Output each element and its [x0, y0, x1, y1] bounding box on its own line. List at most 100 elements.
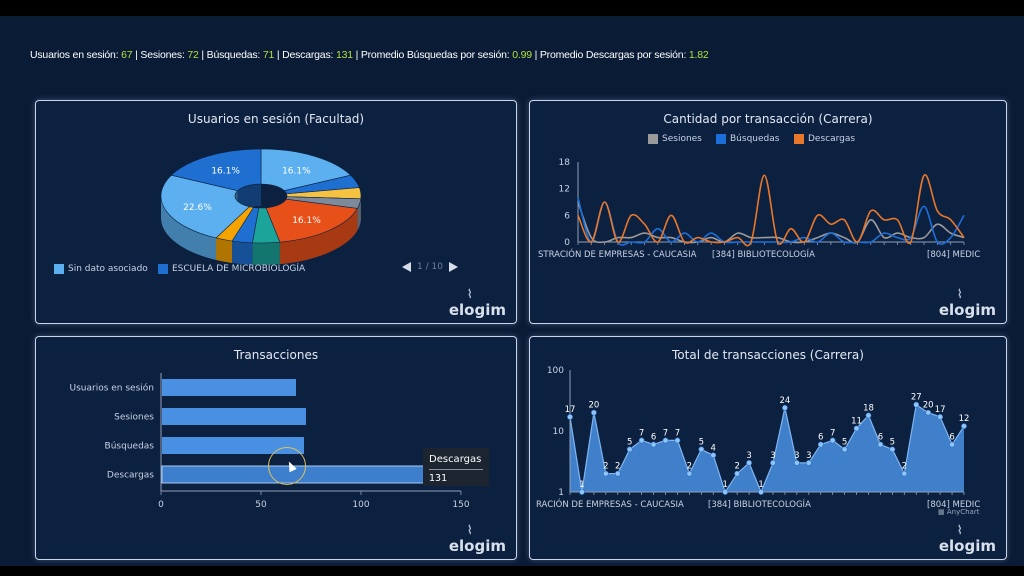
anychart-credit[interactable]: ▦ AnyChart [938, 508, 979, 516]
y-tick-label: 12 [559, 185, 570, 195]
pie-pager: 1 / 10 [402, 262, 458, 272]
elogim-logo: ⌇ elogim [448, 287, 506, 319]
bar-category-label: Descargas [107, 471, 154, 481]
elogim-logo: ⌇ elogim [939, 287, 996, 319]
legend-label: ESCUELA DE MICROBIOLOGÍA [172, 264, 306, 274]
triangle-right-icon[interactable] [448, 262, 458, 272]
line-series [577, 174, 965, 247]
logo-text: elogim [448, 537, 506, 555]
area-data-label: 20 [923, 401, 934, 411]
pie-slice-side [232, 240, 253, 265]
legend-swatch [794, 134, 804, 144]
area-point [698, 446, 705, 453]
prom-busquedas-value: 0.99 [512, 49, 532, 61]
area-data-label: 17 [565, 405, 576, 415]
pie-legend-item-2[interactable]: ESCUELA DE MICROBIOLOGÍA [158, 264, 305, 274]
pager-label: 1 / 10 [417, 262, 443, 272]
descargas-value: 131 [335, 49, 353, 61]
elogim-logo: ⌇ elogim [448, 523, 506, 555]
x-tick-label: 150 [452, 500, 469, 510]
area-point [614, 470, 621, 477]
area-data-label: 6 [818, 433, 823, 443]
prom-descargas-value: 1.82 [688, 49, 709, 61]
bar-tooltip: Descargas 131 [423, 448, 489, 486]
area-data-label: 6 [651, 433, 656, 443]
pie-legend-item-1[interactable]: Sin dato asociado [54, 264, 148, 274]
area-data-label: 3 [794, 451, 799, 461]
area-point [674, 437, 681, 444]
area-data-label: 12 [959, 414, 970, 424]
line-panel: Cantidad por transacción (Carrera) Sesio… [529, 100, 1007, 324]
pie-slice-side [216, 237, 233, 263]
tooltip-label: Descargas [429, 454, 482, 465]
tooltip-value: 131 [429, 473, 448, 484]
x-axis-label: [384] BIBLIOTECOLOGÍA [708, 498, 811, 510]
area-point [734, 470, 741, 477]
line-chart[interactable]: 0 6 12 18 STRACIÓN DE EMPRESAS - CAUCASIA [38… [530, 101, 1006, 323]
busquedas-label: Búsquedas: [206, 49, 261, 61]
area-point [937, 414, 944, 420]
area-point [638, 437, 645, 444]
summary-stats: Usuarios en sesión: 67 | Sesiones: 72 | … [30, 49, 709, 61]
bar-category-label: Sesiones [114, 413, 154, 423]
area-point [710, 452, 717, 459]
usuarios-value: 67 [121, 49, 133, 61]
area-data-label: 24 [779, 396, 790, 406]
area-point [793, 459, 800, 466]
pie-chart[interactable]: 16.1% 22.6% 16.1% 16.1% [36, 101, 516, 323]
sesiones-label: Sesiones: [140, 49, 185, 61]
bar [162, 437, 304, 454]
area-point [602, 470, 609, 477]
area-data-label: 1 [579, 480, 584, 490]
pie-slice-side [161, 196, 217, 260]
line-legend-descargas[interactable]: Descargas [794, 134, 855, 144]
x-axis-label: STRACIÓN DE EMPRESAS - CAUCASIA [538, 248, 697, 260]
pie-slice [170, 148, 262, 192]
area-data-label: 7 [639, 428, 644, 438]
area-data-label: 3 [806, 451, 811, 461]
area-point [865, 412, 872, 419]
pie-title: Usuarios en sesión (Facultad) [187, 112, 365, 126]
area-data-label: 1 [723, 480, 728, 490]
area-point [901, 470, 908, 477]
pie-slice-label: 22.6% [183, 203, 212, 213]
triangle-left-icon[interactable] [402, 262, 411, 272]
x-tick-label: 0 [158, 500, 164, 510]
logo-text: elogim [448, 301, 506, 319]
area-point [805, 459, 812, 466]
bar-title: Transacciones [233, 348, 319, 362]
logo-text: elogim [938, 537, 996, 555]
legend-label: Búsquedas [730, 134, 780, 144]
area-data-label: 5 [699, 437, 704, 447]
area-data-label: 1 [758, 480, 763, 490]
logo-mark-icon: ⌇ [466, 523, 473, 537]
busquedas-value: 71 [262, 49, 275, 61]
y-tick-label: 18 [559, 158, 571, 168]
x-axis-label: [804] MEDIC [927, 250, 980, 260]
area-data-label: 11 [851, 416, 862, 426]
area-point [722, 489, 729, 495]
bar-category-label: Búsquedas [105, 442, 155, 452]
area-point [817, 441, 824, 448]
anychart-label: AnyChart [946, 508, 980, 516]
area-data-label: 3 [746, 451, 751, 461]
area-point [662, 437, 669, 444]
area-point [626, 446, 633, 453]
area-data-label: 5 [890, 437, 895, 447]
area-data-label: 4 [711, 443, 716, 453]
legend-swatch [648, 134, 658, 144]
legend-swatch [54, 264, 64, 274]
y-tick-label: 0 [564, 238, 570, 248]
area-point [579, 489, 585, 495]
area-data-label: 5 [842, 437, 847, 447]
tooltip-divider [429, 469, 483, 470]
area-data-label: 7 [830, 428, 835, 438]
line-series [577, 201, 965, 244]
legend-swatch [716, 134, 726, 144]
pie-slice [265, 198, 358, 243]
pie-slice-label: 16.1% [282, 166, 311, 176]
line-legend-sesiones[interactable]: Sesiones [648, 134, 702, 144]
area-point [746, 459, 752, 466]
line-legend-busquedas[interactable]: Búsquedas [716, 134, 779, 144]
